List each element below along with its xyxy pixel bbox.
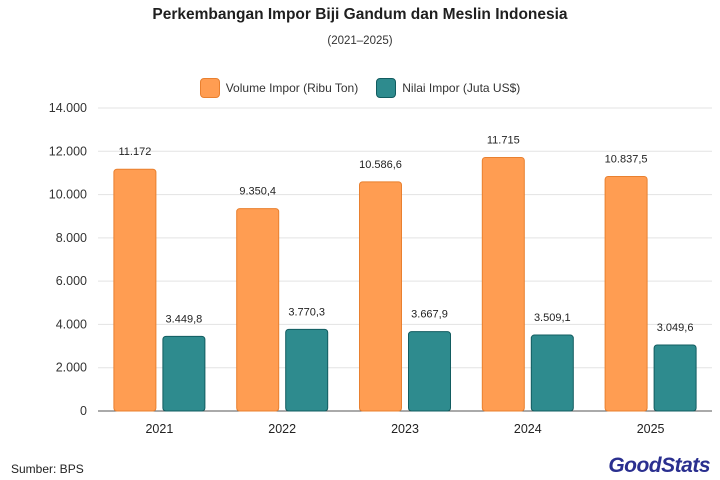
data-label-nilai: 3.449,8 xyxy=(166,313,203,325)
y-tick-label: 4.000 xyxy=(56,317,87,331)
y-tick-label: 14.000 xyxy=(49,101,87,115)
data-label-nilai: 3.770,3 xyxy=(288,306,325,318)
x-tick-label: 2025 xyxy=(637,422,665,436)
x-tick-label: 2021 xyxy=(145,422,173,436)
data-label-volume: 11.715 xyxy=(487,134,520,146)
legend-label-volume: Volume Impor (Ribu Ton) xyxy=(225,81,359,95)
data-label-nilai: 3.049,6 xyxy=(657,322,694,334)
x-tick-label: 2022 xyxy=(268,422,296,436)
y-tick-label: 0 xyxy=(80,404,87,418)
legend-item-nilai[interactable]: Nilai Impor (Juta US$) xyxy=(376,78,520,98)
bar-volume xyxy=(113,168,157,412)
chart-legend: Volume Impor (Ribu Ton) Nilai Impor (Jut… xyxy=(0,78,720,98)
bar-nilai xyxy=(162,335,206,412)
y-tick-label: 2.000 xyxy=(56,361,87,375)
bar-nilai xyxy=(285,328,329,412)
y-tick-label: 6.000 xyxy=(56,274,87,288)
data-label-nilai: 3.667,9 xyxy=(411,309,448,321)
legend-label-nilai: Nilai Impor (Juta US$) xyxy=(402,81,521,95)
bar-volume xyxy=(604,175,648,412)
chart-subtitle: (2021–2025) xyxy=(327,35,393,47)
bar-nilai xyxy=(530,334,574,412)
chart-title: Perkembangan Impor Biji Gandum dan Mesli… xyxy=(152,6,568,23)
data-label-volume: 9.350,4 xyxy=(239,186,276,198)
data-label-nilai: 3.509,1 xyxy=(534,312,571,324)
logo-text-stats: Stats xyxy=(661,454,710,477)
data-label-volume: 10.837,5 xyxy=(605,153,648,165)
data-label-volume: 11.172 xyxy=(118,146,151,158)
y-tick-label: 12.000 xyxy=(49,144,87,158)
legend-swatch-nilai xyxy=(376,78,397,98)
y-tick-label: 8.000 xyxy=(56,231,87,245)
data-label-volume: 10.586,6 xyxy=(359,159,402,171)
bar-nilai xyxy=(408,331,451,412)
logo-text-good: Good xyxy=(608,454,662,477)
x-tick-label: 2023 xyxy=(391,422,419,436)
source-note: Sumber: BPS xyxy=(11,462,84,476)
goodstats-logo: GoodStats xyxy=(608,454,710,478)
bar-volume xyxy=(236,208,280,412)
bar-volume xyxy=(359,181,402,412)
x-tick-label: 2024 xyxy=(514,422,542,436)
legend-swatch-volume xyxy=(199,78,220,98)
y-tick-label: 10.000 xyxy=(49,188,87,202)
legend-item-volume[interactable]: Volume Impor (Ribu Ton) xyxy=(199,78,359,98)
bar-nilai xyxy=(653,344,697,412)
bar-volume xyxy=(481,156,525,412)
